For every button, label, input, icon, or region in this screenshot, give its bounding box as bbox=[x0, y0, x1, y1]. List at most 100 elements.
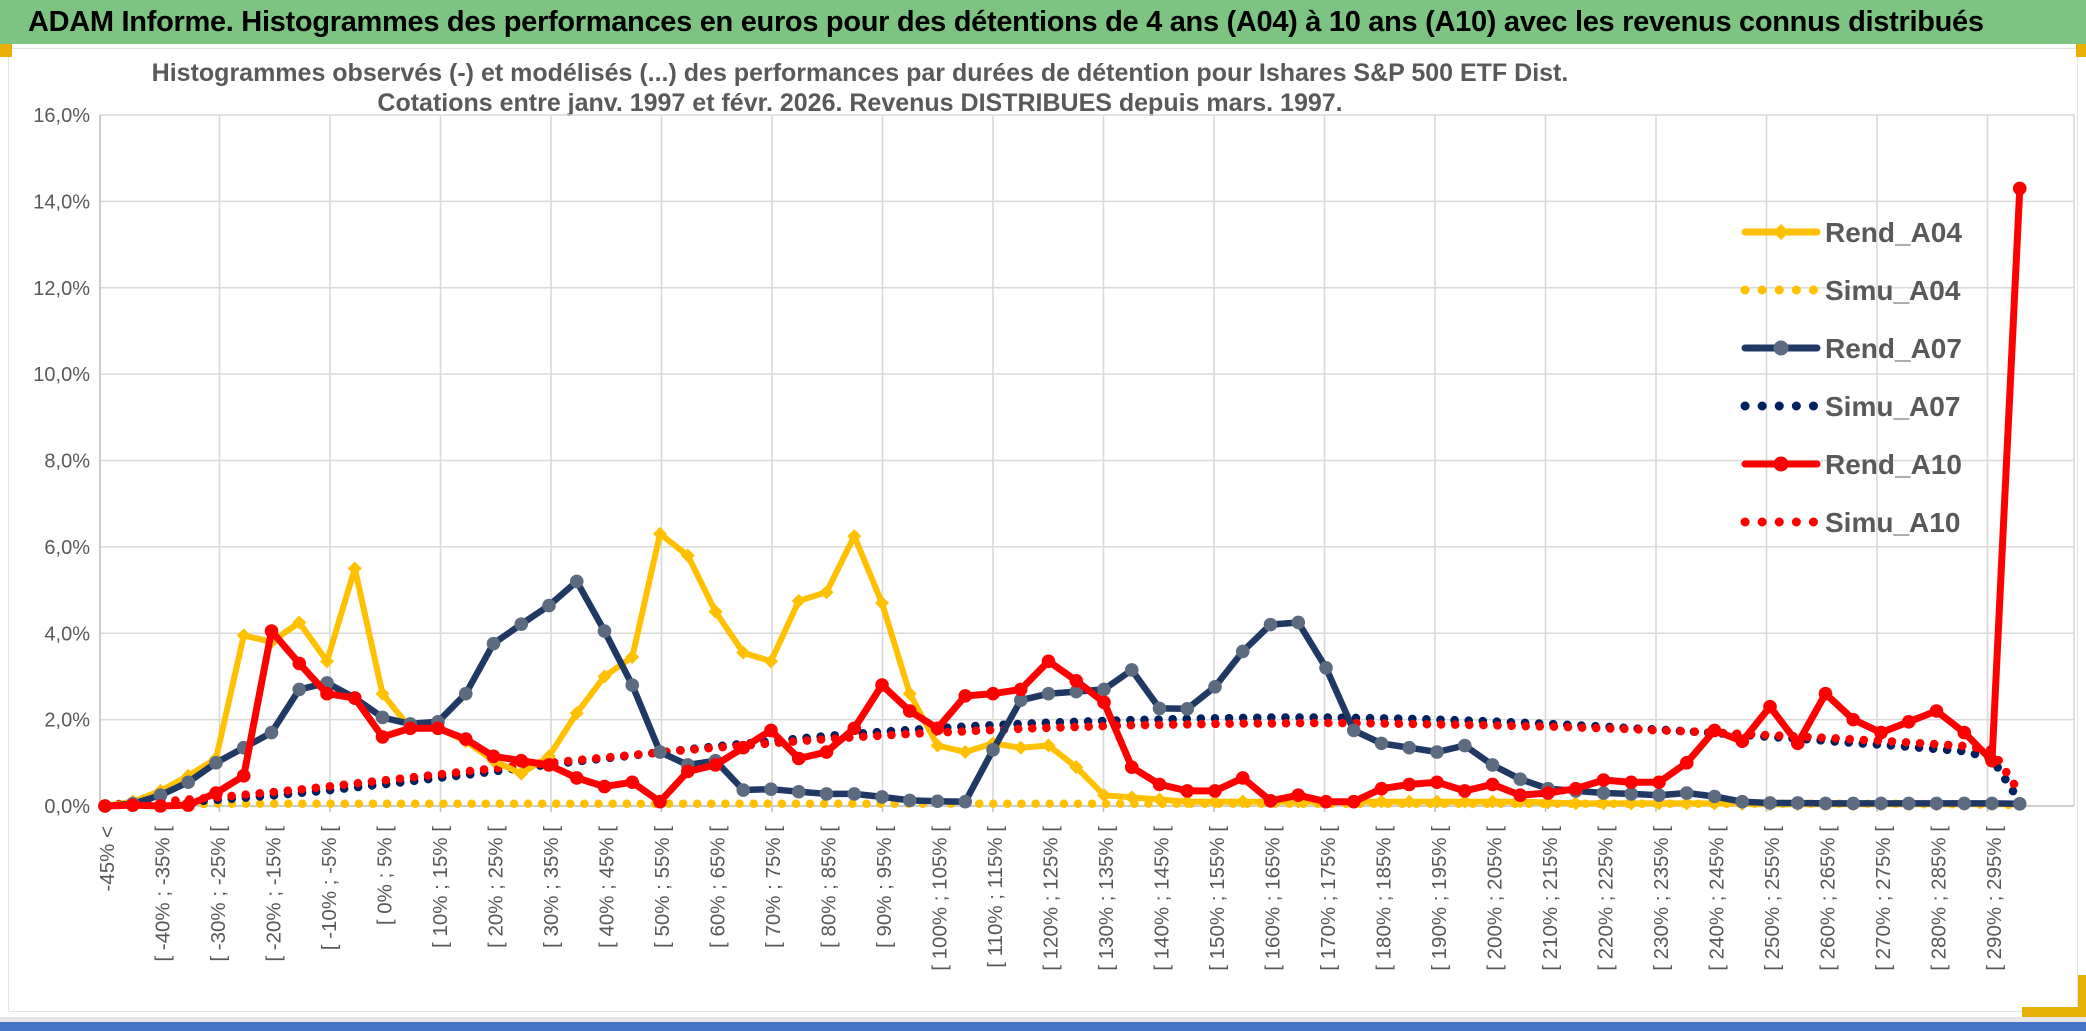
series-marker-Rend_A07 bbox=[153, 788, 168, 803]
series-marker-Rend_A04 bbox=[1013, 740, 1028, 755]
legend-swatch-marker bbox=[1773, 340, 1789, 356]
series-marker-Rend_A10 bbox=[1319, 794, 1333, 809]
series-marker-Rend_A07 bbox=[1374, 736, 1389, 751]
series-marker-Rend_A07 bbox=[1346, 723, 1361, 738]
series-marker-Rend_A10 bbox=[569, 771, 584, 785]
gold-accent-bottom-right bbox=[2022, 1007, 2086, 1017]
x-axis-tick-label: [ 10% ; 15% [ bbox=[429, 826, 452, 948]
x-axis-tick-label: [ -20% ; -15% [ bbox=[263, 826, 286, 962]
series-marker-Rend_A07 bbox=[1624, 787, 1639, 801]
series-marker-Rend_A07 bbox=[2012, 797, 2027, 811]
x-axis-tick-label: [ 50% ; 55% [ bbox=[651, 826, 674, 948]
y-axis-tick-label: 2,0% bbox=[44, 710, 90, 732]
x-axis-tick-label: [ 130% ; 135% [ bbox=[1095, 826, 1118, 971]
x-axis-tick-label: [ -10% ; -5% [ bbox=[318, 826, 341, 950]
series-marker-Rend_A04 bbox=[708, 604, 723, 619]
legend-swatch-marker bbox=[1773, 224, 1789, 240]
x-axis-tick-label: [ 220% ; 225% [ bbox=[1595, 826, 1618, 971]
series-marker-Rend_A07 bbox=[1513, 772, 1528, 787]
series-marker-Rend_A07 bbox=[847, 787, 862, 801]
series-marker-Rend_A10 bbox=[264, 624, 279, 638]
series-marker-Rend_A04 bbox=[514, 766, 529, 781]
x-axis-tick-label: [ 70% ; 75% [ bbox=[762, 826, 785, 948]
gold-accent-top-right bbox=[2076, 44, 2086, 57]
y-axis-tick-label: 6,0% bbox=[44, 537, 90, 559]
series-marker-Rend_A10 bbox=[2012, 181, 2027, 196]
legend-item-Rend_A04: Rend_A04 bbox=[1741, 217, 1962, 248]
series-marker-Rend_A10 bbox=[153, 799, 168, 813]
legend-label: Rend_A04 bbox=[1825, 217, 1962, 248]
series-marker-Rend_A07 bbox=[1735, 794, 1750, 809]
series-marker-Rend_A10 bbox=[181, 798, 196, 812]
series-marker-Rend_A07 bbox=[764, 782, 778, 796]
series-marker-Rend_A04 bbox=[1124, 790, 1139, 805]
series-marker-Rend_A10 bbox=[1846, 712, 1861, 727]
x-axis-tick-label: [ 20% ; 25% [ bbox=[485, 826, 508, 948]
y-axis-tick-label: 8,0% bbox=[44, 451, 90, 473]
series-marker-Rend_A07 bbox=[791, 784, 806, 799]
gold-accent-top-left bbox=[0, 44, 12, 57]
series-marker-Rend_A10 bbox=[819, 745, 834, 759]
series-marker-Rend_A10 bbox=[1124, 760, 1139, 774]
series-marker-Rend_A10 bbox=[653, 794, 667, 809]
y-axis-tick-label: 10,0% bbox=[33, 364, 90, 386]
y-axis-tick-label: 12,0% bbox=[33, 278, 90, 300]
series-marker-Rend_A04 bbox=[1041, 738, 1056, 753]
series-marker-Rend_A07 bbox=[1402, 740, 1417, 755]
series-marker-Rend_A10 bbox=[791, 751, 806, 766]
x-axis-tick-label: [ 90% ; 95% [ bbox=[873, 826, 896, 948]
series-marker-Rend_A04 bbox=[1097, 788, 1111, 803]
legend-label: Rend_A07 bbox=[1825, 333, 1962, 364]
series-marker-Rend_A04 bbox=[1430, 794, 1444, 809]
series-marker-Rend_A04 bbox=[1180, 794, 1195, 809]
chart-title: Histogrammes observés (-) et modélisés (… bbox=[151, 59, 1569, 87]
series-marker-Rend_A04 bbox=[902, 686, 917, 701]
series-marker-Rend_A04 bbox=[875, 596, 889, 611]
series-marker-Rend_A07 bbox=[875, 790, 889, 804]
x-axis-tick-label: [ -30% ; -25% [ bbox=[207, 826, 230, 962]
window-title-bar: ADAM Informe. Histogrammes des performan… bbox=[0, 0, 2086, 44]
series-marker-Rend_A10 bbox=[292, 656, 307, 671]
series-marker-Rend_A07 bbox=[1596, 786, 1611, 800]
series-marker-Rend_A04 bbox=[680, 548, 695, 563]
series-marker-Rend_A04 bbox=[764, 654, 778, 669]
series-marker-Rend_A07 bbox=[486, 636, 501, 651]
series-marker-Rend_A10 bbox=[1596, 773, 1611, 787]
series-marker-Rend_A04 bbox=[1069, 760, 1084, 775]
x-axis-tick-label: [ 40% ; 45% [ bbox=[596, 826, 619, 948]
series-marker-Rend_A07 bbox=[1929, 796, 1944, 811]
window-title: ADAM Informe. Histogrammes des performan… bbox=[28, 5, 1984, 38]
x-axis-tick-label: [ 140% ; 145% [ bbox=[1151, 826, 1174, 971]
x-axis-tick-label: [ 180% ; 185% [ bbox=[1373, 826, 1396, 971]
series-marker-Rend_A07 bbox=[1180, 702, 1195, 716]
series-marker-Rend_A07 bbox=[736, 783, 751, 797]
x-axis-tick-label: [ 200% ; 205% [ bbox=[1484, 826, 1507, 971]
x-axis-tick-label: [ 240% ; 245% [ bbox=[1706, 826, 1729, 971]
x-axis-tick-label: [ 230% ; 235% [ bbox=[1650, 826, 1673, 971]
series-marker-Rend_A07 bbox=[1985, 796, 1999, 811]
series-marker-Rend_A07 bbox=[181, 775, 196, 790]
series-marker-Rend_A07 bbox=[1818, 796, 1833, 811]
series-marker-Rend_A10 bbox=[542, 758, 556, 772]
series-marker-Rend_A07 bbox=[653, 745, 667, 759]
series-marker-Rend_A04 bbox=[236, 628, 251, 643]
series-marker-Rend_A07 bbox=[375, 710, 390, 725]
series-marker-Rend_A07 bbox=[1957, 796, 1972, 811]
series-marker-Rend_A10 bbox=[1568, 781, 1583, 796]
series-marker-Rend_A10 bbox=[1985, 753, 1999, 768]
series-marker-Rend_A07 bbox=[1652, 788, 1666, 803]
x-axis-tick-label: [ 250% ; 255% [ bbox=[1761, 826, 1784, 971]
series-marker-Rend_A07 bbox=[1041, 686, 1056, 701]
series-marker-Rend_A10 bbox=[680, 764, 695, 779]
series-marker-Rend_A10 bbox=[930, 721, 945, 736]
series-marker-Rend_A07 bbox=[1485, 758, 1500, 772]
series-marker-Rend_A07 bbox=[458, 686, 473, 701]
series-marker-Rend_A10 bbox=[1679, 756, 1694, 770]
series-marker-Rend_A10 bbox=[1013, 682, 1028, 697]
series-marker-Rend_A10 bbox=[1208, 784, 1222, 798]
y-axis-tick-label: 14,0% bbox=[33, 191, 90, 213]
x-axis-tick-label: [ 100% ; 105% [ bbox=[929, 826, 952, 971]
x-axis-tick-label: [ 210% ; 215% [ bbox=[1539, 826, 1562, 971]
x-axis-tick-label: [ 30% ; 35% [ bbox=[540, 826, 563, 948]
